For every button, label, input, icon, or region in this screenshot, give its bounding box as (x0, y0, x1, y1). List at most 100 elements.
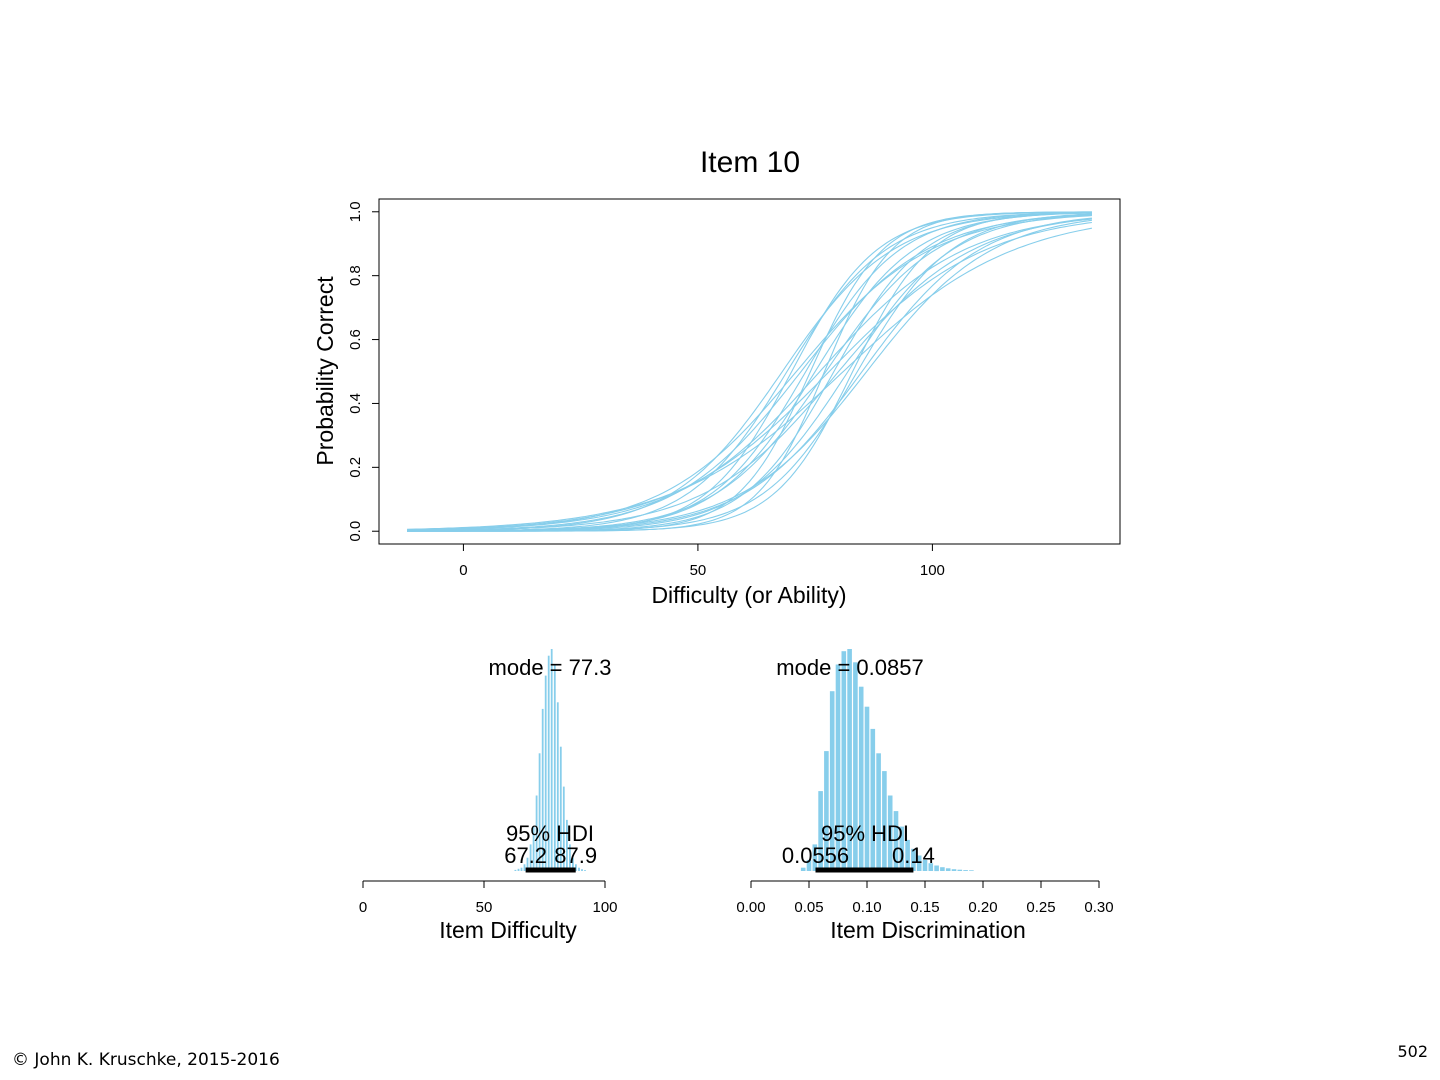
difficulty-x-axis: 0 50 100 (359, 880, 618, 916)
discrimination-x-tick-label: 0.15 (910, 899, 939, 916)
icc-y-tick-label: 0.2 (347, 457, 364, 478)
discrimination-bar (928, 863, 934, 871)
icc-y-axis-label: Probability Correct (312, 276, 338, 466)
discrimination-bar (853, 662, 858, 871)
difficulty-bar (538, 753, 541, 871)
discrimination-bar (835, 664, 841, 871)
discrimination-bars (800, 649, 974, 872)
icc-y-tick-label: 1.0 (347, 201, 364, 222)
discrimination-bar (806, 859, 812, 871)
discrimination-bar (899, 826, 905, 871)
difficulty-bar (562, 786, 565, 871)
icc-y-tick-label: 0.0 (347, 521, 364, 542)
discrimination-bar (841, 651, 847, 871)
discrimination-mode-label: mode = 0.0857 (776, 655, 923, 680)
discrimination-x-tick-label: 0.30 (1084, 899, 1113, 916)
discrimination-hdi-high-label: 0.14 (892, 843, 935, 868)
difficulty-bar (529, 844, 532, 871)
icc-curve (407, 213, 1092, 532)
difficulty-bar (514, 869, 517, 871)
icc-chart: Item 10 0 50 100 0.0 0.2 0.4 0.6 0.8 1.0 Diffic… (312, 146, 1121, 608)
discrimination-hdi-label: 95% HDI (821, 821, 909, 846)
difficulty-bar (550, 649, 553, 871)
icc-curve (407, 221, 1092, 531)
difficulty-hdi-low-label: 67.2 (504, 843, 547, 868)
discrimination-bar (922, 859, 928, 871)
discrimination-bar (963, 870, 968, 871)
difficulty-bar (559, 746, 562, 871)
discrimination-bar (818, 791, 823, 871)
difficulty-x-axis-label: Item Difficulty (439, 917, 577, 943)
difficulty-bar (556, 702, 559, 871)
discrimination-bar (911, 848, 916, 871)
difficulty-bar (575, 864, 577, 871)
discrimination-bar (829, 691, 835, 871)
difficulty-x-tick-label: 100 (592, 899, 617, 916)
difficulty-bar (544, 675, 547, 871)
icc-y-axis: 0.0 0.2 0.4 0.6 0.8 1.0 (347, 201, 380, 542)
difficulty-bars (514, 649, 586, 871)
difficulty-x-tick-label: 50 (476, 899, 493, 916)
discrimination-bar (824, 751, 829, 871)
difficulty-bar (517, 868, 520, 871)
discrimination-bar (800, 867, 806, 871)
icc-curve (407, 214, 1092, 532)
icc-curve (407, 217, 1092, 532)
icc-curve (407, 214, 1092, 532)
icc-curve (407, 212, 1092, 532)
discrimination-x-tick-label: 0.00 (736, 899, 765, 916)
difficulty-histogram: mode = 77.3 95% HDI 67.2 87.9 0 50 100 Ite… (359, 649, 618, 943)
discrimination-bar (882, 771, 887, 871)
difficulty-bar (578, 867, 580, 871)
icc-title: Item 10 (700, 146, 800, 179)
difficulty-bar (572, 857, 574, 871)
discrimination-bar (916, 855, 922, 871)
difficulty-bar (553, 664, 556, 871)
discrimination-bar (812, 844, 818, 871)
icc-y-tick-label: 0.6 (347, 329, 364, 350)
icc-curve (407, 215, 1092, 531)
icc-curve (407, 211, 1092, 532)
difficulty-bar (523, 864, 526, 871)
icc-curve (407, 218, 1092, 531)
icc-curve (407, 219, 1092, 532)
discrimination-bar (934, 865, 939, 872)
icc-x-tick-label: 0 (459, 562, 467, 579)
difficulty-mode-label: mode = 77.3 (489, 655, 612, 680)
difficulty-bar (526, 857, 529, 871)
icc-y-tick-label: 0.8 (347, 265, 364, 286)
difficulty-hdi-label: 95% HDI (506, 821, 594, 846)
icc-x-axis-label: Difficulty (or Ability) (651, 582, 846, 608)
difficulty-bar (581, 869, 583, 871)
icc-curve (407, 211, 1092, 532)
icc-x-tick-label: 50 (690, 562, 707, 579)
discrimination-x-axis: 0.00 0.05 0.10 0.15 0.20 0.25 0.30 (736, 880, 1114, 916)
icc-curve (407, 218, 1092, 532)
difficulty-bar (532, 826, 535, 871)
discrimination-bar (940, 867, 945, 871)
icc-x-axis: 0 50 100 (459, 543, 945, 579)
copyright-notice: © John K. Kruschke, 2015-2016 (12, 1050, 280, 1070)
discrimination-bar (876, 753, 881, 871)
icc-curve (407, 211, 1092, 532)
discrimination-bar (887, 795, 893, 871)
discrimination-x-axis-label: Item Discrimination (830, 917, 1026, 943)
discrimination-x-tick-label: 0.25 (1026, 899, 1055, 916)
icc-plot-frame (378, 198, 1121, 545)
discrimination-x-tick-label: 0.10 (852, 899, 881, 916)
difficulty-x-tick-label: 0 (359, 899, 367, 916)
difficulty-bar (584, 870, 586, 871)
difficulty-bar (547, 655, 550, 871)
icc-x-tick-label: 100 (920, 562, 945, 579)
page-number: 502 (1397, 1042, 1428, 1061)
discrimination-bar (969, 870, 974, 871)
discrimination-bar (893, 811, 899, 871)
discrimination-bar (847, 649, 852, 871)
discrimination-hdi-low-label: 0.0556 (782, 843, 849, 868)
discrimination-histogram: mode = 0.0857 95% HDI 0.0556 0.14 0.00 0.… (736, 649, 1114, 943)
icc-curve (407, 211, 1092, 532)
icc-curve (407, 227, 1093, 530)
difficulty-bar (566, 819, 568, 871)
icc-y-tick-label: 0.4 (347, 393, 364, 414)
